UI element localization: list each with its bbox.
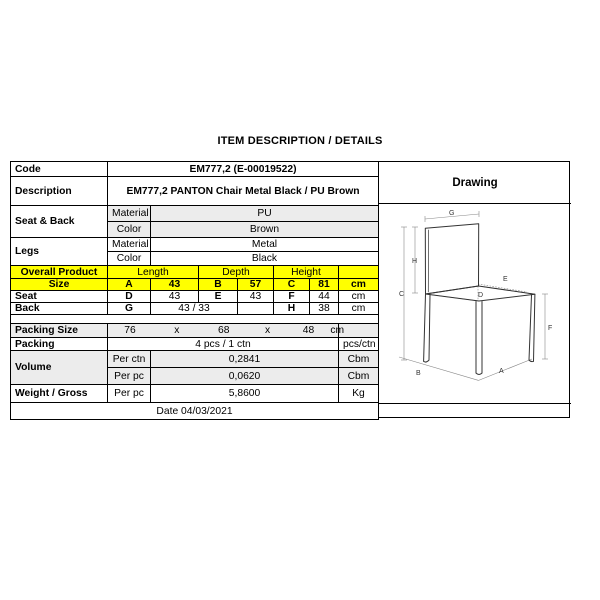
svg-text:G: G xyxy=(449,210,454,217)
svg-text:D: D xyxy=(478,292,483,299)
svg-text:B: B xyxy=(416,370,421,377)
svg-text:C: C xyxy=(399,291,404,298)
svg-text:F: F xyxy=(548,325,552,332)
svg-text:A: A xyxy=(499,368,504,375)
svg-text:H: H xyxy=(412,258,417,265)
svg-text:E: E xyxy=(503,276,508,283)
